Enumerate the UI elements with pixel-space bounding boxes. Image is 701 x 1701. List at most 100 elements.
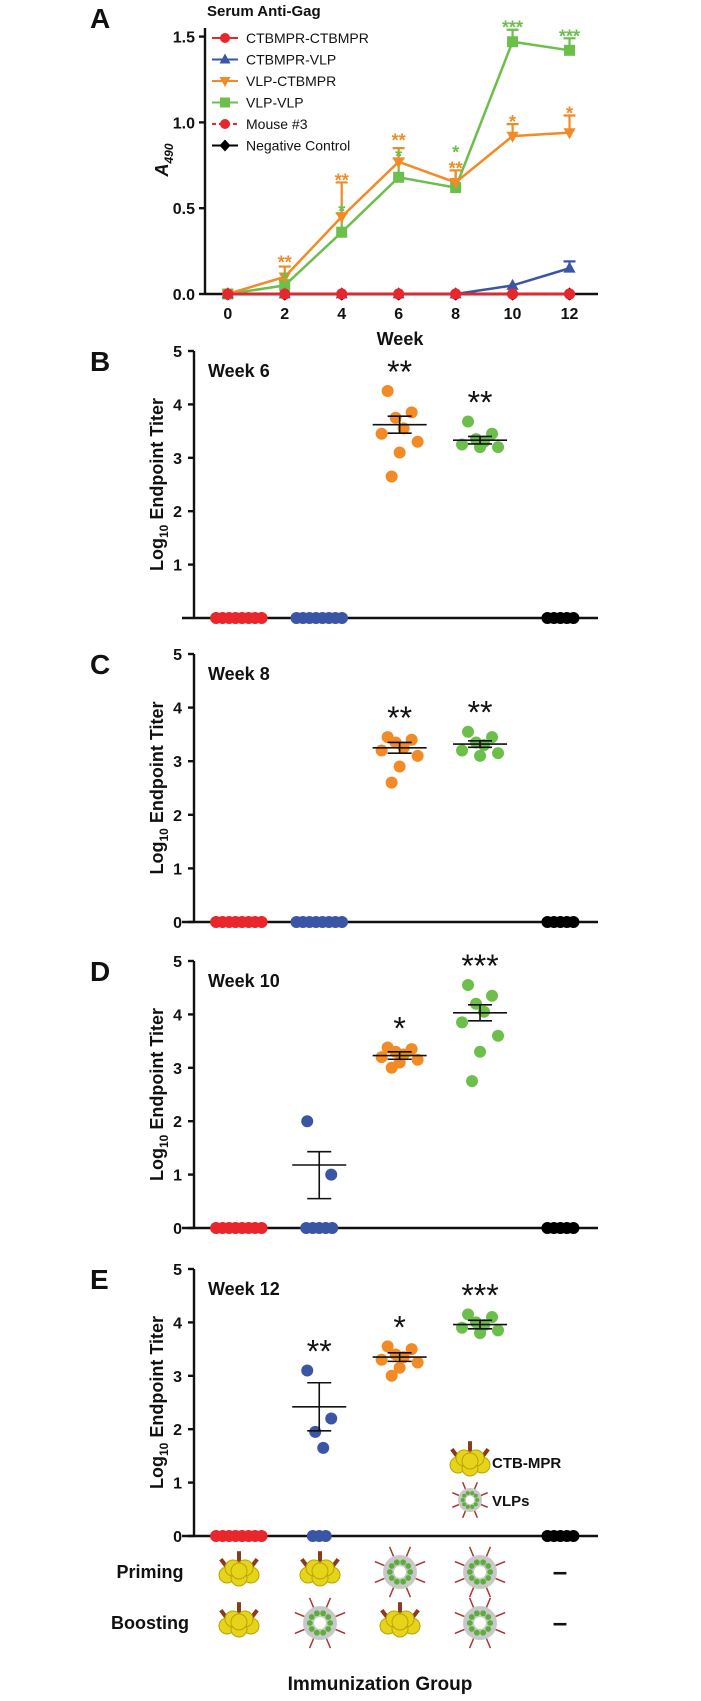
y-tick-label: 2 — [173, 1422, 182, 1439]
y-tick-label: 1.0 — [173, 115, 195, 132]
data-point — [411, 1356, 424, 1369]
y-axis-label-sub: 10 — [157, 828, 171, 842]
icon-dot — [320, 1610, 327, 1617]
icon-dot — [473, 1610, 480, 1617]
data-point — [492, 1029, 505, 1042]
y-tick-label: 1 — [173, 1168, 182, 1185]
icon-dot — [400, 1578, 407, 1585]
panel-title: Week 6 — [208, 361, 270, 381]
marker — [506, 278, 519, 290]
marker — [449, 178, 462, 190]
icon-dot — [313, 1610, 320, 1617]
icon-dot — [468, 1614, 475, 1620]
icon-dot — [462, 1502, 467, 1507]
data-point — [381, 385, 394, 398]
panel-label: C — [90, 649, 110, 680]
marker — [220, 97, 230, 108]
icon-dot — [487, 1620, 494, 1626]
icon-dot — [485, 1626, 492, 1632]
y-tick-label: 0 — [173, 1221, 182, 1238]
ctb-mpr-icon — [218, 1602, 260, 1638]
marker — [279, 279, 291, 291]
error-bar — [387, 741, 412, 754]
data-point — [389, 411, 402, 424]
data-point — [375, 1353, 388, 1366]
y-tick-label: 0.5 — [173, 201, 195, 218]
data-point — [375, 427, 388, 440]
icon-core — [465, 1495, 475, 1505]
icon-dot — [480, 1610, 487, 1617]
y-axis-label: Log10 Endpoint Titer — [147, 1316, 171, 1489]
y-tick-label: 0 — [173, 1529, 182, 1546]
icon-dot — [386, 1569, 393, 1575]
icon-blob — [461, 1452, 479, 1470]
y-axis-label: A490 — [152, 143, 176, 177]
y-tick-label: 4 — [173, 1007, 182, 1024]
legend-label: CTBMPR-CTBMPR — [246, 30, 369, 46]
icon-dot — [388, 1563, 395, 1569]
error-bar — [387, 1352, 412, 1363]
icon-core — [314, 1617, 326, 1629]
ctb-mpr-icon — [218, 1551, 260, 1587]
marker — [220, 119, 230, 129]
icon-dot — [485, 1563, 492, 1569]
y-tick-label: 3 — [173, 451, 182, 468]
chart-title: Serum Anti-Gag — [207, 3, 321, 20]
data-point — [411, 435, 424, 448]
data-point — [474, 749, 487, 762]
data-point — [255, 916, 268, 928]
marker — [507, 288, 519, 300]
icon-dot — [460, 1497, 465, 1503]
y-axis-label-main: Log — [147, 538, 167, 571]
data-point — [375, 1051, 388, 1064]
marker — [219, 53, 231, 64]
legend-label: VLP-CTBMPR — [246, 73, 336, 89]
data-point — [325, 1168, 338, 1181]
x-tick-label: 2 — [280, 306, 289, 323]
ctb-mpr-icon — [379, 1602, 421, 1638]
x-axis-label: Week — [377, 329, 425, 349]
panel-label: D — [90, 956, 110, 987]
marker — [564, 288, 576, 300]
x-tick-label: 4 — [337, 306, 346, 323]
significance: ** — [392, 130, 406, 150]
x-tick-label: 0 — [223, 306, 232, 323]
error-bar — [468, 740, 493, 749]
marker — [219, 77, 231, 87]
data-point — [411, 749, 424, 762]
error-bar — [307, 1150, 332, 1200]
data-point — [456, 1016, 469, 1029]
data-point — [462, 725, 475, 738]
data-point — [385, 776, 398, 789]
significance: *** — [502, 18, 523, 38]
icon-dot — [470, 1504, 475, 1509]
data-point — [456, 438, 469, 451]
panel-label: E — [90, 1264, 109, 1295]
x-tick-label: 6 — [394, 306, 403, 323]
icon-dot — [468, 1563, 475, 1569]
significance: ** — [468, 695, 493, 731]
data-point — [492, 747, 505, 760]
data-point — [567, 916, 580, 928]
icon-dot — [325, 1626, 332, 1632]
significance: * — [395, 146, 402, 166]
icon-dot — [308, 1614, 315, 1620]
icon-dot — [405, 1575, 412, 1581]
y-tick-label: 2 — [173, 1114, 182, 1131]
y-tick-label: 5 — [173, 344, 182, 361]
data-point — [325, 1412, 338, 1425]
y-axis-label: Log10 Endpoint Titer — [147, 1008, 171, 1181]
icon-dot — [308, 1626, 315, 1632]
y-tick-label: 1 — [173, 861, 182, 878]
y-tick-label: 5 — [173, 1262, 182, 1279]
icon-dot — [485, 1614, 492, 1620]
data-point — [317, 1441, 330, 1454]
y-tick-label: 5 — [173, 954, 182, 971]
data-point — [393, 1361, 406, 1374]
legend-label: CTB-MPR — [492, 1455, 561, 1472]
y-tick-label: 1.5 — [173, 30, 195, 47]
ctb-mpr-icon — [449, 1441, 491, 1477]
y-axis-label-rest: Endpoint Titer — [147, 1008, 167, 1130]
data-point — [492, 1324, 505, 1337]
y-axis-label: Log10 Endpoint Titer — [147, 398, 171, 571]
